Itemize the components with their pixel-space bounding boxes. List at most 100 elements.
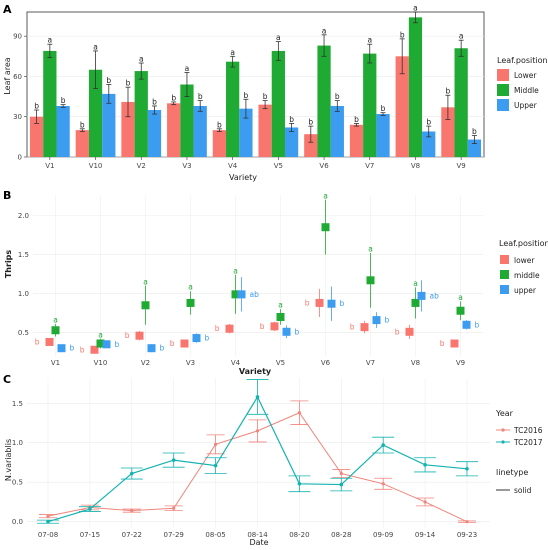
chart-b-point-lower xyxy=(180,339,189,348)
panel-c-label: C xyxy=(3,373,11,386)
chart-b-ytick-label: 1.0 xyxy=(18,290,29,298)
chart-b-xtick-label: V7 xyxy=(366,359,375,367)
chart-b-xtick-label: V5 xyxy=(276,359,285,367)
chart-a-bar-middle xyxy=(271,50,285,158)
chart-b-sig-letter-lower: b xyxy=(305,298,310,307)
chart-b-point-middle xyxy=(366,276,375,285)
chart-b-sig-letter-upper: b xyxy=(475,320,480,329)
legend-c-tc2017-label: TC2017 xyxy=(513,438,543,447)
chart-a-xtick-label: V2 xyxy=(137,162,146,170)
chart-c-point-tc2016 xyxy=(381,482,385,486)
chart-b-xtick-label: V6 xyxy=(321,359,331,367)
chart-b-xtick-label: V1 xyxy=(51,359,60,367)
chart-a-sig-letter: b xyxy=(244,91,249,100)
chart-b-point-upper xyxy=(372,316,381,325)
chart-c-point-tc2017 xyxy=(130,471,134,476)
chart-c-ytick-label: 0.0 xyxy=(12,518,23,526)
chart-a-bar-upper xyxy=(56,105,70,157)
chart-b-point-lower xyxy=(45,337,54,346)
chart-b-point-lower xyxy=(135,331,144,340)
chart-b-xtick-label: V3 xyxy=(186,359,195,367)
chart-b-point-lower xyxy=(450,339,459,348)
chart-c-xtick-label: 07-22 xyxy=(122,531,142,539)
chart-a-sig-letter: a xyxy=(48,36,53,45)
chart-b-point-upper xyxy=(192,334,201,343)
chart-c-point-tc2017 xyxy=(339,482,344,487)
chart-a-bar-upper xyxy=(284,127,299,157)
chart-a-errorbar xyxy=(308,125,314,143)
chart-b-sig-letter-upper: b xyxy=(160,344,165,353)
legend-a-upper-label: Upper xyxy=(514,101,538,110)
chart-a-bar-middle xyxy=(363,53,377,157)
chart-a-xtick-label: V10 xyxy=(89,162,103,170)
chart-b-point-middle xyxy=(411,298,420,307)
chart-a-bar-lower xyxy=(75,130,89,157)
chart-c-point-tc2016 xyxy=(423,500,427,504)
chart-b-sig-letter-lower: b xyxy=(125,331,130,340)
legend-a-middle-label: Middle xyxy=(514,86,539,95)
chart-b-point-middle xyxy=(51,326,60,335)
chart-c-xtick-label: 08-05 xyxy=(205,531,225,539)
chart-a-bar-lower xyxy=(349,124,364,157)
chart-b-ytick-label: 0.5 xyxy=(18,329,29,337)
chart-a-bar-lower xyxy=(395,56,409,157)
chart-b-point-middle xyxy=(186,298,195,307)
chart-a-errorbar xyxy=(197,100,203,112)
chart-a-errorbar xyxy=(47,43,53,59)
chart-a-bar-lower xyxy=(258,104,272,157)
chart-b-point-middle xyxy=(456,306,465,315)
chart-a-xtick-label: V8 xyxy=(411,162,420,170)
chart-a-xtick-label: V5 xyxy=(274,162,283,170)
chart-a-sig-letter: b xyxy=(263,92,268,101)
chart-c-point-tc2017 xyxy=(88,507,92,511)
chart-a-sig-letter: a xyxy=(185,64,190,73)
chart-b-point-upper xyxy=(237,290,246,299)
chart-b-sig-letter-upper: b xyxy=(340,299,345,308)
chart-a-errorbar xyxy=(171,101,177,106)
chart-a-errorbar xyxy=(426,125,432,138)
chart-a-xtick-label: V1 xyxy=(45,162,54,170)
chart-a-errorbar xyxy=(353,123,359,127)
chart-b-sig-letter-middle: a xyxy=(458,293,463,302)
chart-a-errorbar xyxy=(152,105,158,115)
chart-a-bar-lower xyxy=(304,134,318,157)
legend-a-lower-label: Lower xyxy=(514,71,537,80)
legend-c-tc2016-key-point xyxy=(501,428,505,432)
chart-a-xtick-label: V9 xyxy=(457,162,466,170)
chart-a-bar-upper xyxy=(193,105,207,157)
chart-a-xtick-label: V3 xyxy=(182,162,191,170)
chart-a-errorbar xyxy=(445,94,451,120)
chart-c-point-tc2016 xyxy=(46,514,50,518)
chart-a-sig-letter: b xyxy=(80,120,85,129)
chart-c-xtick-label: 09-23 xyxy=(457,531,477,539)
chart-b-sig-letter-middle: a xyxy=(368,244,373,253)
chart-c-xtick-label: 07-15 xyxy=(80,531,100,539)
panel-a: A Leaf area Variety Leaf.position Lower … xyxy=(3,3,548,182)
chart-b-point-middle xyxy=(96,339,105,348)
panel-c-xlabel: Date xyxy=(249,538,268,547)
chart-a-bar-lower xyxy=(441,107,455,157)
chart-b-point-middle xyxy=(231,290,240,299)
chart-b-xtick-label: V2 xyxy=(141,359,150,367)
panel-b-xlabel: Variety xyxy=(239,367,272,376)
chart-b-sig-letter-lower: b xyxy=(35,337,40,346)
chart-a-errorbar xyxy=(380,112,386,116)
chart-c-ytick-label: 1.0 xyxy=(12,439,23,447)
chart-a-bar-upper xyxy=(422,131,436,157)
chart-a-sig-letter: a xyxy=(139,55,144,64)
chart-a-bar-middle xyxy=(88,69,103,157)
chart-a-bar-middle xyxy=(408,17,423,157)
chart-a-sig-letter: b xyxy=(426,118,431,127)
chart-b-xtick-label: V4 xyxy=(231,359,241,367)
chart-a-errorbar xyxy=(60,104,66,108)
chart-c-point-tc2017 xyxy=(381,443,386,447)
chart-a-bar-upper xyxy=(330,105,344,157)
chart-c-point-tc2016 xyxy=(214,442,218,446)
chart-a-bar-middle xyxy=(134,71,148,157)
chart-b-sig-letter-lower: b xyxy=(215,324,220,333)
chart-b-point-lower xyxy=(360,323,369,332)
chart-b-point-lower xyxy=(270,322,279,331)
chart-a-bar-lower xyxy=(121,101,135,157)
legend-b-upper-label: upper xyxy=(514,286,537,295)
chart-a-sig-letter: a xyxy=(322,26,327,35)
